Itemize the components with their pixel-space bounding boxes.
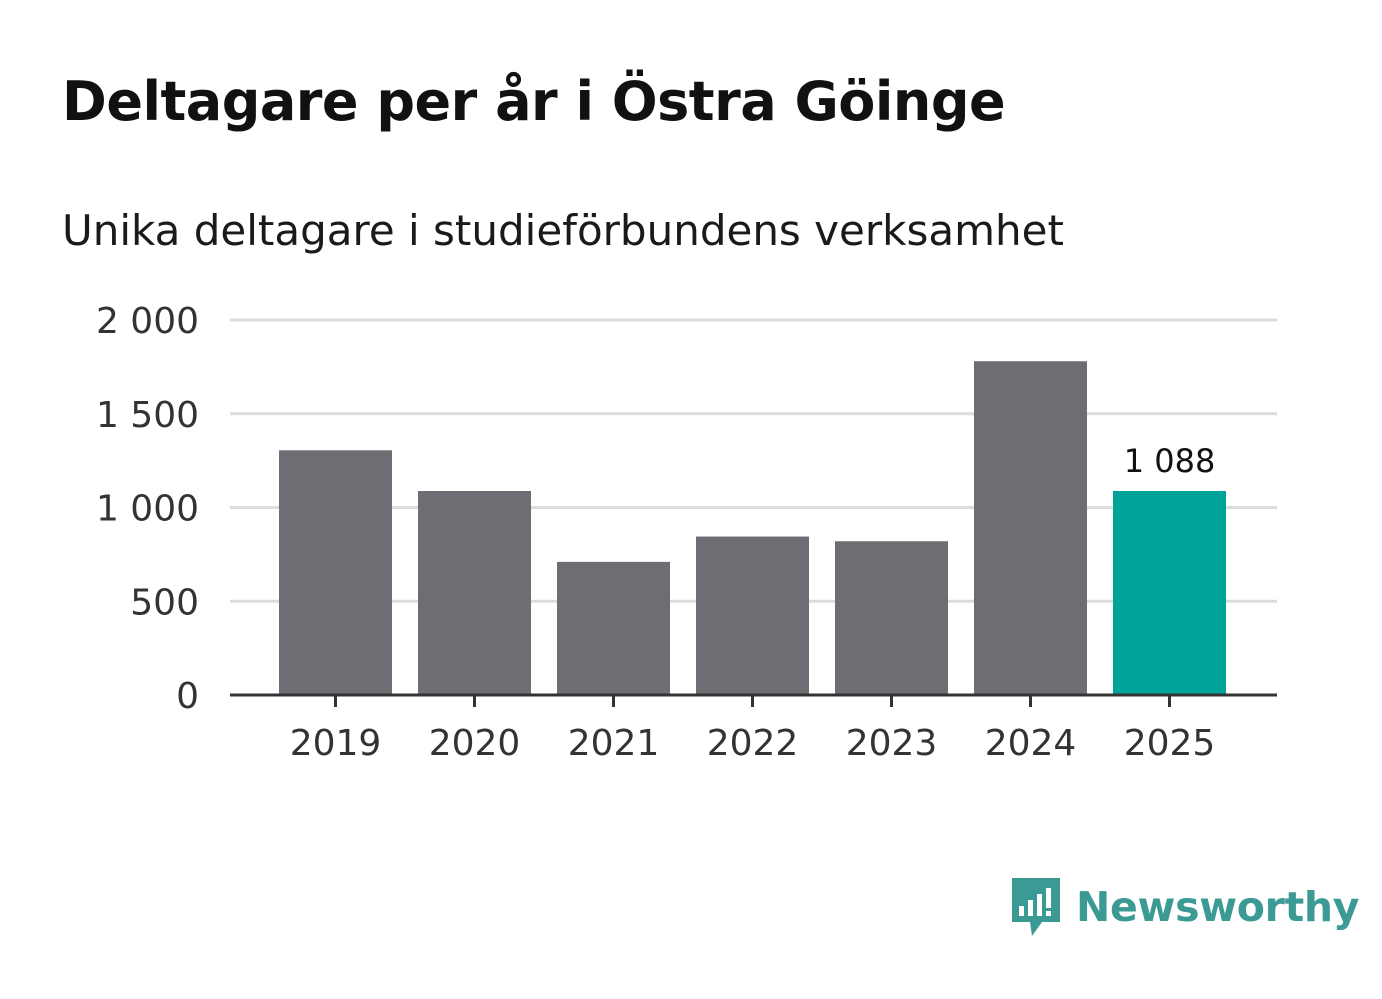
bar-2024: [974, 361, 1087, 695]
y-tick-label: 500: [130, 582, 199, 623]
y-tick-label: 1 000: [96, 489, 199, 530]
brand-name: Newsworthy: [1076, 883, 1360, 931]
x-tick-label: 2019: [290, 723, 382, 764]
brand-logo: Newsworthy: [1010, 876, 1359, 938]
bar-2019: [279, 450, 392, 695]
bar-2020: [418, 491, 531, 695]
bar-2021: [557, 561, 670, 695]
newsworthy-logo-icon: [1012, 878, 1060, 936]
y-tick-label: 0: [176, 676, 199, 717]
x-tick-label: 2023: [846, 723, 938, 764]
x-tick-label: 2021: [568, 723, 660, 764]
bar-2023: [835, 541, 948, 695]
x-tick-label: 2022: [707, 723, 799, 764]
x-tick-label: 2020: [429, 723, 521, 764]
x-tick-label: 2024: [985, 723, 1077, 764]
data-label: 1 088: [1124, 442, 1216, 480]
y-tick-label: 2 000: [96, 301, 199, 342]
x-tick-label: 2025: [1124, 723, 1216, 764]
y-tick-label: 1 500: [96, 395, 199, 436]
chart-subtitle: Unika deltagare i studieförbundens verks…: [62, 206, 1064, 255]
chart-title: Deltagare per år i Östra Göinge: [62, 70, 1006, 133]
bar-2025: [1113, 491, 1226, 695]
bar-2022: [696, 536, 809, 695]
